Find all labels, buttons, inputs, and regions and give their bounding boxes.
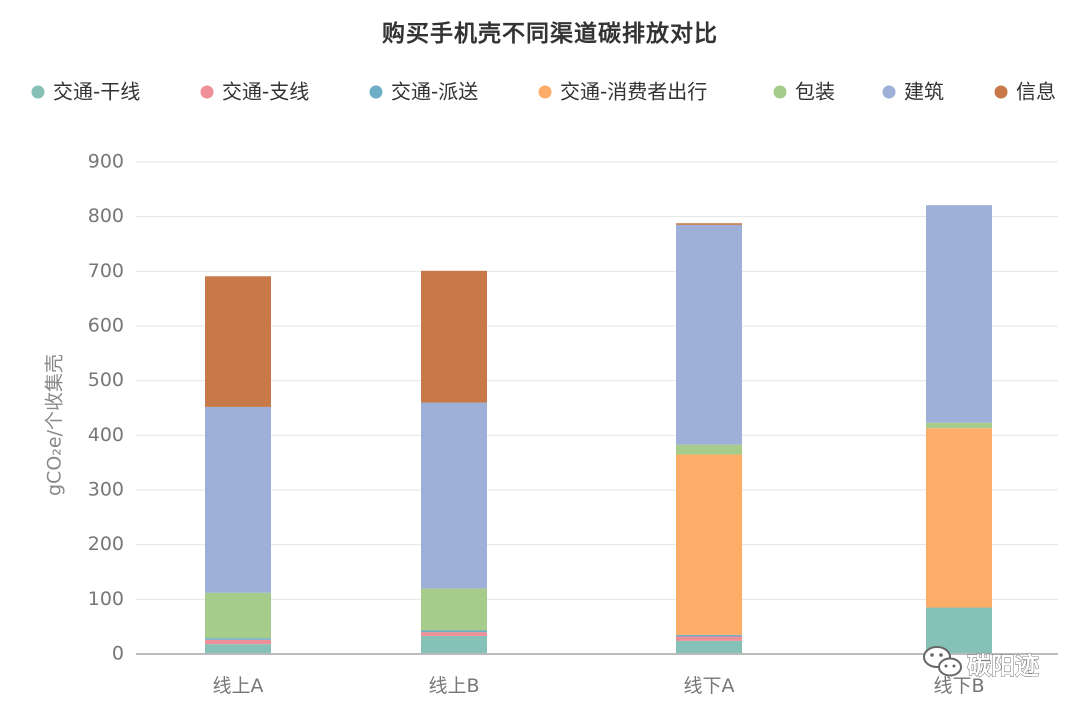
legend-marker xyxy=(538,85,552,99)
legend-label: 包装 xyxy=(795,80,835,104)
y-tick-label: 800 xyxy=(88,205,124,227)
bar-segment xyxy=(676,223,742,225)
x-tick-label: 线上B xyxy=(428,675,479,697)
bar-segment xyxy=(676,634,742,637)
bar-segment xyxy=(926,428,992,608)
bar-segment xyxy=(676,640,742,654)
legend-marker xyxy=(369,85,383,99)
bar-segment xyxy=(421,632,487,636)
bar-segment xyxy=(926,422,992,429)
y-tick-label: 200 xyxy=(88,533,124,555)
x-tick-label: 线下A xyxy=(684,675,735,697)
y-tick-label: 500 xyxy=(88,369,124,391)
bars xyxy=(205,205,992,654)
legend-label: 交通-派送 xyxy=(391,80,478,104)
y-tick-label: 700 xyxy=(88,260,124,282)
y-axis-ticks: 0 100 200 300 400 500 600 700 800 900 xyxy=(88,151,124,665)
legend-label: 建筑 xyxy=(904,80,944,104)
watermark-text: 碳阳迹 xyxy=(967,652,1039,680)
bar-segment xyxy=(205,276,271,407)
bar-segment xyxy=(205,639,271,645)
legend-marker xyxy=(882,85,896,99)
legend: 交通-干线 交通-支线 交通-派送 交通-消费者出行 包装 建筑 信息 xyxy=(31,80,1056,104)
y-tick-label: 900 xyxy=(88,151,124,173)
bar-segment xyxy=(205,638,271,640)
legend-label: 交通-支线 xyxy=(222,80,309,104)
legend-label: 交通-消费者出行 xyxy=(560,80,707,104)
wechat-icon xyxy=(923,646,962,677)
y-axis-label: gCO₂e/个收集壳 xyxy=(44,354,66,496)
bar-segment xyxy=(205,592,271,639)
x-tick-label: 线上A xyxy=(213,675,264,697)
x-tick-label: 线下B xyxy=(933,675,984,697)
bar-segment xyxy=(676,224,742,445)
grid-lines xyxy=(136,161,1058,600)
bar-segment xyxy=(421,270,487,403)
legend-label: 信息 xyxy=(1016,80,1056,104)
bar-segment xyxy=(421,635,487,654)
bar-segment xyxy=(205,406,271,593)
bar-segment xyxy=(676,454,742,635)
bar-segment xyxy=(421,588,487,631)
y-tick-label: 0 xyxy=(112,643,124,665)
bar-segment xyxy=(676,636,742,641)
x-axis-labels: 线上A 线上B 线下A 线下B xyxy=(213,675,985,697)
y-tick-label: 300 xyxy=(88,479,124,501)
bar-segment xyxy=(676,444,742,455)
bar-segment xyxy=(205,644,271,654)
bar-segment xyxy=(926,205,992,423)
chart-title: 购买手机壳不同渠道碳排放对比 xyxy=(382,21,718,47)
y-tick-label: 400 xyxy=(88,424,124,446)
watermark: 碳阳迹 xyxy=(923,646,1039,680)
bar-segment xyxy=(421,630,487,633)
y-tick-label: 600 xyxy=(88,315,124,337)
legend-marker xyxy=(994,85,1008,99)
legend-marker xyxy=(200,85,214,99)
bar-segment xyxy=(421,402,487,589)
legend-label: 交通-干线 xyxy=(53,80,140,104)
y-tick-label: 100 xyxy=(88,588,124,610)
legend-marker xyxy=(773,85,787,99)
legend-marker xyxy=(31,85,45,99)
